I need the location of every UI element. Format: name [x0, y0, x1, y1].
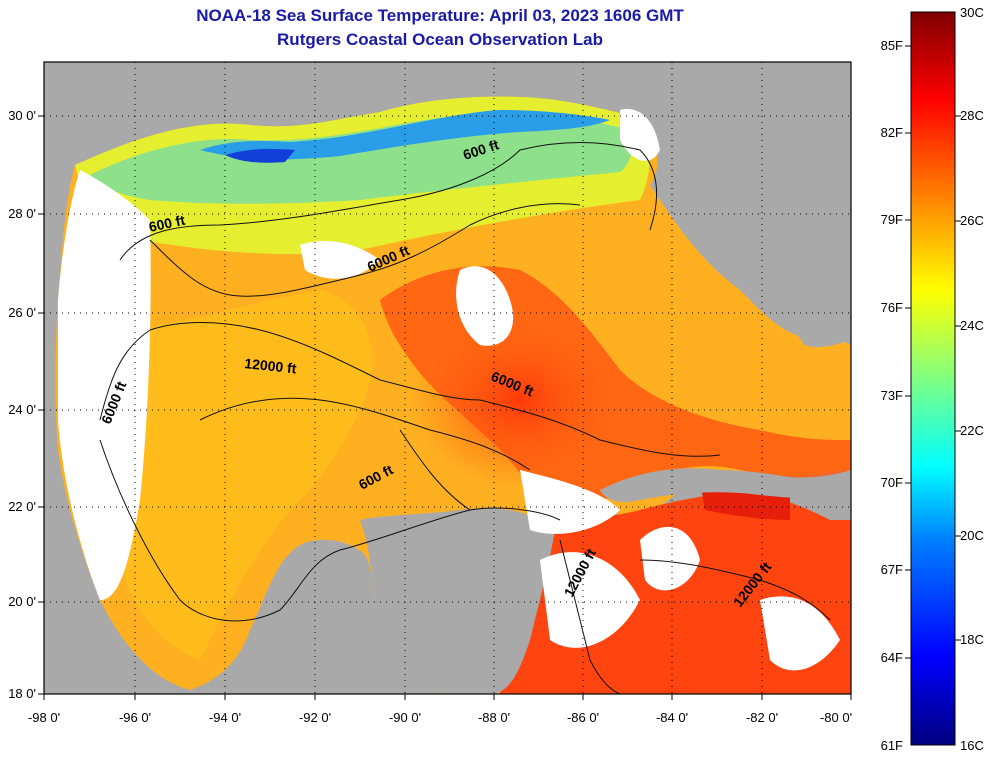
lon-label: -90 0' [389, 710, 421, 725]
tick-marks [38, 115, 852, 700]
lat-label: 24 0' [8, 402, 36, 417]
cloud-cover [58, 109, 840, 671]
colorbar-ticks [905, 45, 961, 659]
lon-label: -86 0' [567, 710, 599, 725]
colorbar-c-label: 24C [960, 318, 984, 333]
colorbar-f-label: 82F [881, 125, 903, 140]
colorbar-c-label: 30C [960, 5, 984, 20]
colorbar-c-label: 16C [960, 738, 984, 753]
lon-label: -92 0' [299, 710, 331, 725]
colorbar-c-label: 22C [960, 423, 984, 438]
contour-label: 12000 ft [244, 355, 298, 376]
lat-label: 30 0' [8, 108, 36, 123]
colorbar [910, 11, 956, 746]
colorbar-c-label: 18C [960, 632, 984, 647]
lat-label: 20 0' [8, 594, 36, 609]
florida-land [740, 62, 851, 348]
title-line-1: NOAA-18 Sea Surface Temperature: April 0… [196, 6, 684, 25]
lat-label: 22 0' [8, 499, 36, 514]
lon-label: -88 0' [478, 710, 510, 725]
lat-label: 28 0' [8, 206, 36, 221]
colorbar-f-label: 73F [881, 388, 903, 403]
graticule [44, 62, 851, 694]
colorbar-f-label: 67F [881, 562, 903, 577]
yucatan-land [360, 508, 555, 694]
lon-label: -80 0' [820, 710, 852, 725]
lon-label: -82 0' [746, 710, 778, 725]
lon-label: -96 0' [119, 710, 151, 725]
colorbar-f-label: 85F [881, 38, 903, 53]
cuba-land [600, 468, 851, 502]
colorbar-c-label: 20C [960, 528, 984, 543]
lon-label: -94 0' [209, 710, 241, 725]
colorbar-c-label: 28C [960, 108, 984, 123]
contour-label: 600 ft [147, 212, 186, 235]
title-line-2: Rutgers Coastal Ocean Observation Lab [277, 30, 603, 49]
lat-label: 26 0' [8, 305, 36, 320]
colorbar-f-label: 70F [881, 475, 903, 490]
depth-contours [99, 142, 831, 694]
colorbar-f-label: 76F [881, 300, 903, 315]
plot-frame [43, 61, 852, 695]
colorbar-f-label: 79F [881, 212, 903, 227]
lat-label: 18 0' [8, 686, 36, 701]
lon-label: -98 0' [28, 710, 60, 725]
lon-label: -84 0' [656, 710, 688, 725]
colorbar-f-label: 61F [881, 738, 903, 753]
colorbar-c-label: 26C [960, 213, 984, 228]
colorbar-f-label: 64F [881, 650, 903, 665]
